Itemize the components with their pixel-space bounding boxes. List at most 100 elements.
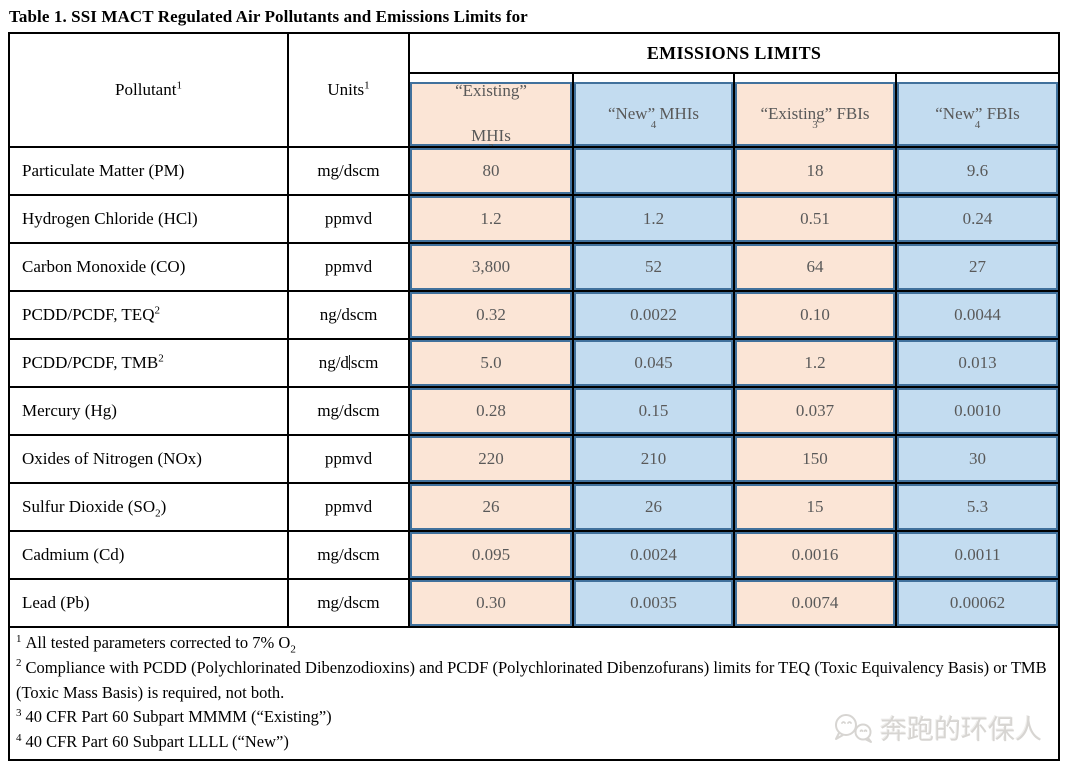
text-segment: Oxides of Nitrogen (NOx) xyxy=(22,449,202,468)
value-cell: 0.045 xyxy=(572,338,735,388)
emissions-limits-table: Pollutant1 Units1 EMISSIONS LIMITS “Exis… xyxy=(7,32,1061,761)
pollutant-cell: Carbon Monoxide (CO) xyxy=(8,242,289,292)
column-header-label: “New” FBIs 4 xyxy=(898,82,1058,145)
table-row: Particulate Matter (PM) mg/dscm 80 18 9.6 xyxy=(8,146,1061,196)
value-cell: 0.10 xyxy=(733,290,897,340)
units-cell: mg/dscm xyxy=(287,578,410,628)
value-cell: 5.0 xyxy=(408,338,574,388)
value-cell: 0.0010 xyxy=(894,386,1061,436)
footnote-number: 4 xyxy=(16,731,22,744)
wechat-bubbles-icon xyxy=(835,713,873,743)
text-segment: ) xyxy=(160,497,167,516)
text-segment: Mercury (Hg) xyxy=(22,401,117,420)
text-segment: PCDD/PCDF, TMB xyxy=(22,353,159,372)
table-row: Mercury (Hg) mg/dscm 0.28 0.15 0.037 0.0010 xyxy=(8,386,1061,436)
column-header-1: “Existing”MHIs3 xyxy=(408,72,574,148)
value-cell xyxy=(572,146,735,196)
table-row: PCDD/PCDF, TEQ2 ng/dscm 0.32 0.0022 0.10 0.00… xyxy=(8,290,1061,340)
value-cell: 0.095 xyxy=(408,530,574,580)
units-cell: ppmvd xyxy=(287,242,410,292)
header-line2: MHIs xyxy=(471,126,511,146)
pollutant-cell: Mercury (Hg) xyxy=(8,386,289,436)
watermark-text: 奔跑的环保人 xyxy=(880,715,1043,746)
value-cell: 0.0074 xyxy=(733,578,897,628)
units-header-footnote-ref: 1 xyxy=(364,79,370,92)
table-row: Carbon Monoxide (CO) ppmvd 3,800 52 64 27 xyxy=(8,242,1061,292)
table-row: Lead (Pb) mg/dscm 0.30 0.0035 0.0074 0.00062 xyxy=(8,578,1061,628)
footnote-2: 2 Compliance with PCDD (Polychlorinated D… xyxy=(16,656,1048,706)
column-header-label: “New” MHIs 4 xyxy=(575,82,732,145)
value-cell: 150 xyxy=(733,434,897,484)
footnote-number: 3 xyxy=(16,706,22,719)
text-segment: Compliance with PCDD (Polychlorinated Di… xyxy=(16,657,1047,702)
value-cell: 1.2 xyxy=(408,194,574,244)
column-header-3: “Existing” FBIs 3 xyxy=(733,72,897,148)
value-cell: 26 xyxy=(572,482,735,532)
header-line2: “Existing” FBIs xyxy=(760,103,870,123)
footnote-number: 1 xyxy=(16,632,22,645)
pollutant-cell: Oxides of Nitrogen (NOx) xyxy=(8,434,289,484)
value-cell: 0.0024 xyxy=(572,530,735,580)
subscript: 2 xyxy=(290,643,296,656)
table-header: Pollutant1 Units1 EMISSIONS LIMITS “Exis… xyxy=(8,32,1061,148)
subscript: 2 xyxy=(155,507,161,520)
text-segment: Cadmium (Cd) xyxy=(22,545,125,564)
units-cell: mg/dscm xyxy=(287,146,410,196)
value-cell: 0.51 xyxy=(733,194,897,244)
text-segment: Particulate Matter (PM) xyxy=(22,161,185,180)
header-line2: “New” FBIs xyxy=(935,103,1020,123)
value-cell: 26 xyxy=(408,482,574,532)
value-cell: 0.0022 xyxy=(572,290,735,340)
value-cell: 27 xyxy=(894,242,1061,292)
pollutant-cell: Particulate Matter (PM) xyxy=(8,146,289,196)
text-segment: 40 CFR Part 60 Subpart LLLL (“New”) xyxy=(25,732,289,751)
value-cell: 30 xyxy=(894,434,1061,484)
value-cell: 80 xyxy=(408,146,574,196)
pollutant-cell: PCDD/PCDF, TEQ2 xyxy=(8,290,289,340)
pollutant-cell: Cadmium (Cd) xyxy=(8,530,289,580)
pollutant-cell: PCDD/PCDF, TMB2 xyxy=(8,338,289,388)
footnote-ref: 2 xyxy=(154,304,160,317)
column-header-label: “Existing”MHIs3 xyxy=(411,80,571,146)
value-cell: 64 xyxy=(733,242,897,292)
text-segment: PCDD/PCDF, TEQ xyxy=(22,305,155,324)
text-segment: Lead (Pb) xyxy=(22,593,90,612)
value-cell: 0.24 xyxy=(894,194,1061,244)
footnote-row: 1 All tested parameters corrected to 7% O… xyxy=(7,626,1061,761)
footnote-ref: 2 xyxy=(158,352,164,365)
footnotes-block: 1 All tested parameters corrected to 7% O… xyxy=(7,626,1061,761)
units-cell: ng/dscm xyxy=(287,290,410,340)
value-cell: 18 xyxy=(733,146,897,196)
footnote-3: 3 40 CFR Part 60 Subpart MMMM (“Existing”… xyxy=(16,705,1048,730)
value-cell: 5.3 xyxy=(894,482,1061,532)
header-row-1: Pollutant1 Units1 EMISSIONS LIMITS xyxy=(8,32,1061,148)
value-cell: 52 xyxy=(572,242,735,292)
footnote-1: 1 All tested parameters corrected to 7% O… xyxy=(16,631,1048,656)
text-segment: All tested parameters corrected to 7% O xyxy=(25,633,291,652)
pollutant-column-header: Pollutant1 xyxy=(8,32,289,148)
units-cell: ppmvd xyxy=(287,194,410,244)
value-cell: 1.2 xyxy=(572,194,735,244)
value-cell: 0.32 xyxy=(408,290,574,340)
units-cell: mg/dscm xyxy=(287,530,410,580)
units-column-header: Units1 xyxy=(287,32,410,148)
watermark: 奔跑的环保人 xyxy=(833,708,1042,747)
text-caret xyxy=(349,355,351,370)
value-cell: 220 xyxy=(408,434,574,484)
value-cell: 3,800 xyxy=(408,242,574,292)
value-cell: 0.037 xyxy=(733,386,897,436)
pollutant-header-footnote-ref: 1 xyxy=(176,79,182,92)
column-header-label: “Existing” FBIs 3 xyxy=(736,82,894,145)
text-segment: 40 CFR Part 60 Subpart MMMM (“Existing”) xyxy=(25,707,332,727)
value-cell: 0.00062 xyxy=(894,578,1061,628)
units-text: ng/d xyxy=(318,353,349,372)
pollutant-cell: Hydrogen Chloride (HCl) xyxy=(8,194,289,244)
text-segment: Carbon Monoxide (CO) xyxy=(22,257,186,276)
value-cell: 15 xyxy=(733,482,897,532)
value-cell: 0.0011 xyxy=(894,530,1061,580)
header-line1: “Existing” xyxy=(455,80,527,100)
table-title: Table 1. SSI MACT Regulated Air Pollutan… xyxy=(9,7,528,26)
table-row: Oxides of Nitrogen (NOx) ppmvd 220 210 150 30 xyxy=(8,434,1061,484)
